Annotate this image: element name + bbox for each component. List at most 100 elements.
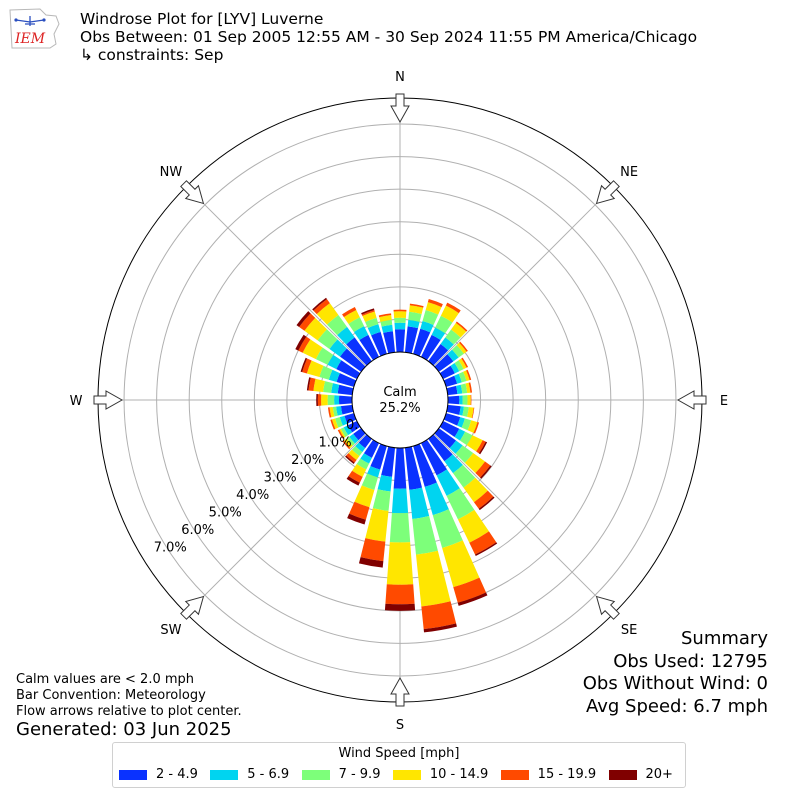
windrose-bar-90-bin1 — [447, 395, 460, 405]
windrose-bar-140-bin1 — [428, 434, 453, 462]
windrose-bar-150-bin1 — [420, 439, 447, 476]
windrose-bar-330-bin3 — [348, 317, 365, 332]
windrose-bar-260-bin5 — [327, 407, 332, 418]
windrose-bar-180-bin3 — [389, 512, 411, 543]
windrose-bar-220-bin6 — [345, 455, 355, 464]
windrose-bar-160-bin1 — [413, 443, 437, 487]
windrose-bar-320-bin5 — [313, 299, 330, 315]
windrose-bar-270-bin3 — [327, 394, 335, 406]
windrose-bar-330-bin1 — [359, 334, 380, 361]
windrose-bar-200-bin1 — [370, 443, 387, 470]
windrose-bar-40-bin1 — [428, 343, 449, 366]
windrose-bar-30-bin1 — [420, 334, 441, 361]
windrose-bar-320-bin6 — [312, 297, 327, 311]
windrose-bar-110-bin1 — [443, 413, 461, 426]
windrose-bar-200-bin4 — [354, 485, 375, 508]
legend-swatch — [500, 769, 529, 780]
radial-tick-label: 2.0% — [291, 453, 324, 468]
windrose-bar-130-bin6 — [480, 465, 492, 479]
windrose-bar-340-bin1 — [371, 331, 387, 357]
windrose-bar-250-bin5 — [330, 419, 336, 430]
windrose-bar-230-bin3 — [346, 436, 356, 446]
windrose-bar-250-bin1 — [344, 413, 357, 424]
windrose-bar-350-bin1 — [383, 331, 396, 354]
svg-text:IEM: IEM — [14, 31, 46, 47]
legend-swatch — [210, 769, 239, 780]
windrose-bar-0-bin5 — [393, 309, 407, 312]
windrose-bar-350-bin4 — [379, 315, 392, 322]
windrose-bar-130-bin4 — [464, 452, 486, 474]
windrose-bar-350-bin2 — [381, 324, 393, 333]
windrose-bar-290-bin6 — [300, 357, 308, 373]
windrose-bar-170-bin2 — [409, 487, 430, 520]
windrose-bar-200-bin5 — [349, 501, 370, 520]
windrose-bar-340-bin6 — [361, 308, 375, 315]
windrose-bar-180-bin1 — [393, 447, 407, 489]
flow-arrow-nw — [180, 180, 205, 205]
windrose-bar-160-bin6 — [457, 592, 488, 606]
windrose-bar-150-bin3 — [446, 488, 475, 520]
windrose-bar-100-bin1 — [446, 404, 461, 415]
windrose-bar-90-bin5 — [470, 394, 472, 406]
windrose-bar-20-bin4 — [425, 302, 442, 315]
windrose-bar-150-bin2 — [436, 469, 460, 496]
windrose-bar-280-bin1 — [337, 384, 354, 396]
windrose-bar-220-bin5 — [346, 453, 357, 463]
legend: Wind Speed [mph] 2 - 4.9 5 - 6.9 7 - 9.9 10… — [112, 742, 686, 788]
windrose-bar-280-bin5 — [308, 377, 316, 392]
chart-subtitle: Obs Between: 01 Sep 2005 12:55 AM - 30 S… — [80, 28, 698, 46]
windrose-bar-110-bin2 — [457, 417, 465, 428]
windrose-bar-240-bin2 — [343, 425, 353, 436]
windrose-bar-330-bin2 — [353, 326, 369, 341]
windrose-bar-20-bin3 — [422, 309, 439, 325]
legend-swatch — [608, 769, 637, 780]
windrose-bar-280-bin6 — [306, 377, 311, 391]
windrose-bar-10-bin2 — [407, 319, 420, 329]
windrose-bar-50-bin3 — [452, 345, 464, 358]
windrose-bar-130-bin1 — [434, 428, 457, 449]
windrose-bar-60-bin2 — [450, 363, 460, 374]
windrose-bar-280-bin2 — [331, 383, 340, 394]
calm-note: Calm values are < 2.0 mph — [16, 672, 195, 687]
obs-used: Obs Used: 12795 — [613, 650, 768, 672]
windrose-bar-300-bin6 — [295, 334, 307, 351]
windrose-bar-230-bin1 — [353, 428, 366, 441]
windrose-bar-70-bin3 — [458, 371, 467, 383]
windrose-bar-350-bin5 — [378, 313, 392, 318]
legend-label: 10 - 14.9 — [429, 767, 489, 782]
windrose-bar-50-bin4 — [456, 342, 467, 354]
windrose-bar-300-bin1 — [336, 360, 361, 380]
radial-tick-label: 1.0% — [319, 435, 352, 450]
windrose-bar-10-bin4 — [409, 305, 424, 314]
windrose-bar-310-bin1 — [340, 348, 366, 372]
windrose-bar-210-bin2 — [360, 453, 372, 464]
windrose-bar-330-bin5 — [342, 307, 357, 318]
windrose-bar-260-bin3 — [332, 406, 338, 417]
windrose-bar-220-bin4 — [348, 449, 360, 460]
grid-spoke — [186, 186, 367, 367]
windrose-bar-110-bin5 — [473, 422, 480, 434]
windrose-bar-240-bin1 — [348, 420, 361, 433]
windrose-bar-230-bin5 — [342, 440, 351, 450]
direction-label-sw: SW — [160, 623, 181, 638]
windrose-bar-50-bin1 — [434, 354, 454, 372]
windrose-bar-190-bin1 — [381, 446, 396, 477]
windrose-bar-130-bin3 — [455, 445, 474, 463]
windrose-bar-10-bin3 — [408, 311, 422, 322]
windrose-bar-40-bin3 — [445, 329, 461, 345]
windrose-bar-30-bin2 — [431, 327, 446, 341]
legend-item-bin2: 5 - 6.9 — [210, 767, 289, 782]
windrose-bar-20-bin1 — [413, 328, 431, 357]
windrose-bar-190-bin5 — [360, 538, 386, 562]
windrose-bar-0-bin4 — [393, 311, 407, 319]
radial-tick-label: 7.0% — [154, 540, 187, 555]
convention-note: Bar Convention: Meteorology — [16, 688, 206, 703]
windrose-bar-120-bin6 — [478, 441, 488, 455]
windrose-bar-340-bin3 — [365, 317, 379, 328]
windrose-bar-60-bin1 — [439, 365, 455, 380]
windrose-bar-300-bin5 — [298, 336, 311, 353]
legend-label: 7 - 9.9 — [338, 767, 381, 782]
calm-circle — [351, 351, 449, 449]
windrose-bar-340-bin4 — [362, 311, 377, 322]
footnotes: Calm values are < 2.0 mph Bar Convention… — [16, 672, 242, 720]
